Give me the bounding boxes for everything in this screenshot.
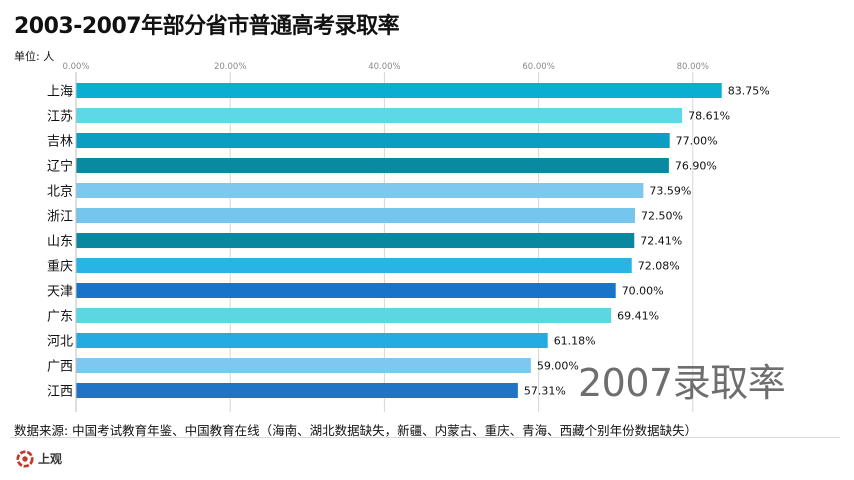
category-label: 河北 [47, 335, 73, 350]
category-label: 广西 [47, 360, 73, 375]
x-tick-label: 40.00% [368, 62, 400, 72]
category-label: 吉林 [47, 135, 73, 150]
bar [76, 258, 632, 273]
category-label: 辽宁 [47, 159, 73, 175]
bar [76, 133, 670, 148]
value-label: 83.75% [728, 85, 770, 98]
x-tick-label: 20.00% [214, 62, 246, 72]
category-label: 北京 [47, 185, 73, 200]
chart-annotation: 2007录取率 [578, 361, 786, 405]
value-label: 59.00% [537, 360, 579, 373]
bar [76, 183, 644, 198]
bar [76, 283, 616, 298]
x-tick-label: 60.00% [522, 62, 554, 72]
value-label: 72.08% [638, 260, 680, 273]
shangguan-logo-icon [16, 450, 34, 468]
bar [76, 333, 548, 348]
value-label: 72.41% [640, 235, 682, 248]
bar [76, 158, 669, 173]
value-label: 72.50% [641, 210, 683, 223]
bar [76, 358, 531, 373]
unit-label: 单位: 人 [14, 50, 55, 63]
bar [76, 83, 722, 98]
value-label: 73.59% [649, 185, 691, 198]
category-label: 上海 [47, 85, 73, 100]
category-label: 广东 [47, 310, 73, 325]
x-tick-label: 80.00% [677, 62, 709, 72]
value-label: 69.41% [617, 310, 659, 323]
category-label: 山东 [47, 235, 73, 250]
value-label: 61.18% [554, 335, 596, 348]
category-label: 江西 [47, 385, 73, 400]
value-label: 78.61% [688, 110, 730, 123]
bar [76, 308, 612, 323]
value-label: 57.31% [524, 385, 566, 398]
category-label: 重庆 [47, 259, 73, 275]
bar [76, 108, 683, 123]
category-label: 天津 [47, 285, 73, 300]
chart-title: 2003-2007年部分省市普通高考录取率 [14, 14, 400, 39]
value-label: 70.00% [622, 285, 664, 298]
bar [76, 383, 518, 398]
category-label: 浙江 [47, 210, 73, 225]
bar [76, 208, 635, 223]
logo-text: 上观 [38, 452, 63, 466]
category-label: 江苏 [47, 109, 73, 125]
x-tick-label: 0.00% [62, 62, 89, 72]
footer-divider [10, 437, 840, 438]
data-source-note: 数据来源: 中国考试教育年鉴、中国教育在线（海南、湖北数据缺失，新疆、内蒙古、重… [14, 423, 698, 438]
value-label: 76.90% [675, 160, 717, 173]
bar [76, 233, 635, 248]
value-label: 77.00% [676, 135, 718, 148]
